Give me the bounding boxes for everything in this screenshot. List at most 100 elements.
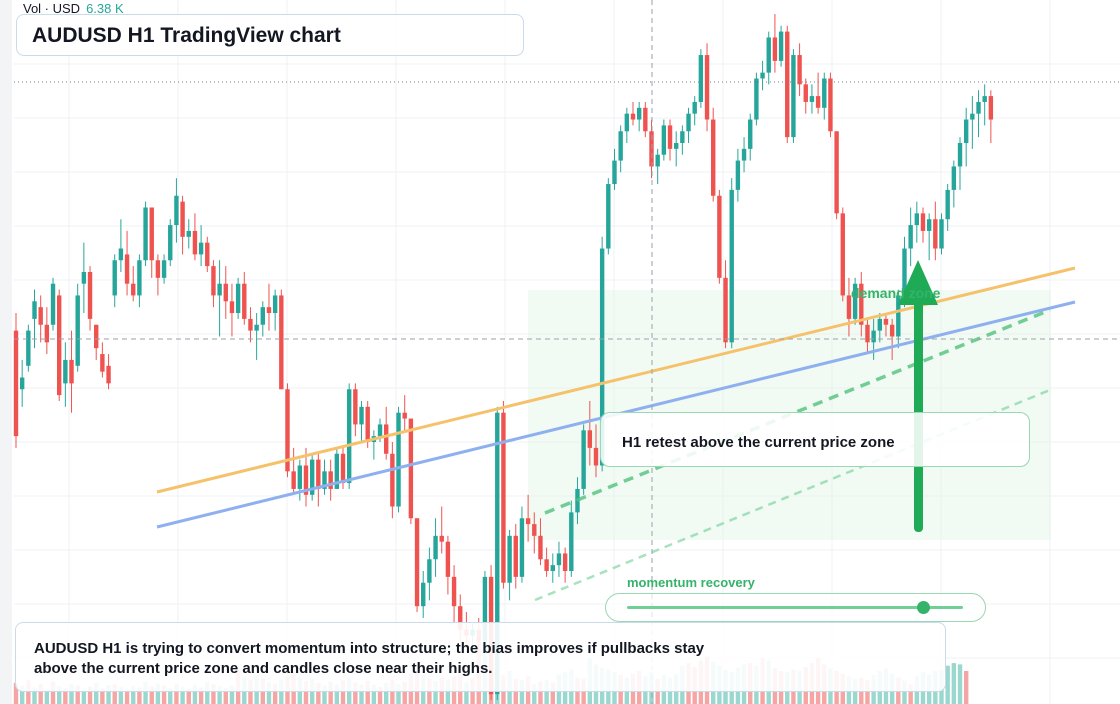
volume-bar (174, 684, 179, 704)
volume-bar (94, 682, 99, 704)
volume-bar (50, 681, 56, 704)
volume-bar (365, 680, 370, 704)
candle (618, 125, 623, 173)
candle (421, 571, 426, 618)
candle (766, 31, 771, 85)
candle (593, 424, 599, 478)
candle (852, 277, 858, 325)
candle (772, 14, 778, 73)
volume-bar (205, 681, 210, 704)
candle (686, 107, 691, 143)
candle (834, 131, 839, 220)
candle (513, 524, 518, 589)
candle (124, 230, 130, 296)
volume-bar (180, 686, 185, 704)
summary-line-1: AUDUSD H1 is trying to convert momentum … (34, 640, 705, 657)
volume-bar (322, 685, 327, 704)
candle (149, 207, 154, 278)
candle (155, 254, 161, 296)
candle (192, 213, 198, 261)
candle (828, 72, 833, 138)
candle (402, 395, 407, 431)
volume-bar (211, 684, 216, 704)
volume-bar (371, 684, 377, 704)
candle (760, 60, 765, 91)
candle (636, 101, 642, 132)
candle (451, 565, 457, 624)
candle (581, 424, 586, 495)
candle (748, 113, 753, 161)
candle (248, 307, 253, 343)
candle (525, 494, 531, 542)
candle (279, 289, 284, 390)
volume-bar (908, 684, 913, 704)
momentum-label: momentum recovery (627, 575, 755, 590)
volume-bar (155, 683, 161, 704)
volume-bar (951, 663, 957, 704)
volume-bar (334, 684, 340, 704)
candle (982, 84, 987, 126)
volume-bar (396, 684, 401, 704)
projection-dashed-line[interactable] (544, 308, 1051, 515)
candle (205, 236, 210, 272)
candle (680, 125, 685, 155)
volume-bar (198, 687, 204, 704)
volume-bar (106, 684, 111, 704)
candle (316, 453, 321, 507)
volume-bar (340, 680, 346, 704)
candle (920, 207, 926, 243)
candle (785, 25, 790, 143)
candle (914, 201, 920, 243)
volume-value: 6.38 K (86, 1, 124, 16)
candle (266, 283, 272, 331)
volume-bar (377, 686, 383, 704)
volume-bar (13, 682, 19, 704)
candle (926, 213, 932, 261)
momentum-meter-bar (627, 606, 963, 609)
candle (945, 184, 950, 231)
candle (587, 400, 593, 466)
candle (439, 506, 444, 554)
candle (427, 547, 432, 601)
candle (137, 254, 142, 308)
candle (13, 313, 19, 448)
candle (50, 277, 56, 331)
candle (877, 313, 882, 343)
candle (803, 78, 808, 114)
candle (988, 90, 994, 143)
volume-bar (223, 688, 228, 704)
candle (186, 219, 191, 249)
candle (26, 324, 31, 372)
volume-bar (945, 665, 950, 704)
candle (735, 148, 741, 202)
candle (711, 107, 716, 202)
candle (501, 400, 506, 589)
candle (661, 119, 667, 161)
volume-legend: Vol · USD 6.38 K (23, 1, 124, 16)
volume-bar (532, 684, 537, 704)
candle (168, 219, 173, 267)
volume-bar (100, 688, 105, 704)
candle (643, 101, 648, 138)
candle (532, 512, 537, 554)
candle (797, 43, 802, 97)
volume-bar (865, 680, 870, 704)
candle (118, 219, 124, 272)
candle (840, 207, 845, 302)
volume-bar (359, 684, 364, 704)
volume-label: Vol · USD (23, 1, 81, 16)
volume-bar (87, 686, 93, 704)
volume-bar (316, 682, 321, 704)
volume-bar (963, 671, 969, 704)
volume-bar (538, 681, 543, 704)
candle (896, 289, 901, 349)
volume-bar (149, 686, 154, 704)
candle (56, 289, 62, 401)
candle (970, 96, 975, 149)
candle (556, 541, 562, 577)
volume-bar (266, 682, 272, 704)
candle (717, 189, 722, 284)
volume-bar (433, 680, 438, 704)
volume-bar (217, 686, 222, 704)
candle (131, 266, 136, 302)
